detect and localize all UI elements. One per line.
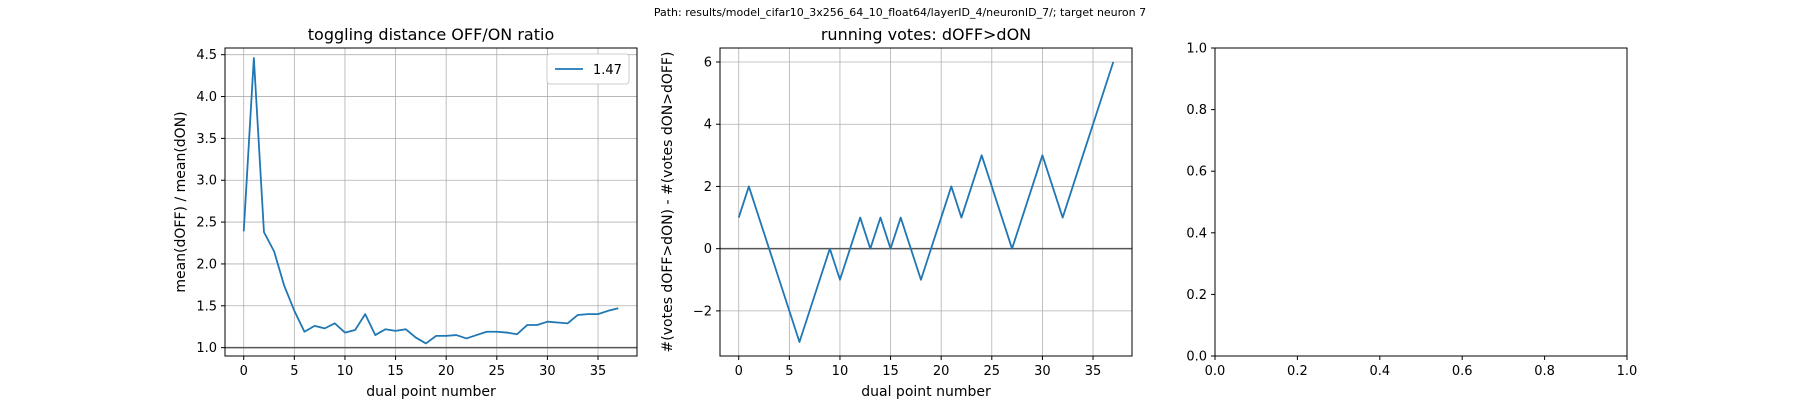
x-tick-label: 0.2 — [1287, 364, 1308, 379]
legend: 1.47 — [546, 53, 630, 85]
chart-title: toggling distance OFF/ON ratio — [308, 25, 554, 44]
x-tick-label: 0.8 — [1534, 364, 1555, 379]
y-tick-label: 4.0 — [196, 90, 217, 105]
x-tick-label: 30 — [539, 364, 556, 379]
y-tick-label: 1.0 — [1186, 42, 1207, 57]
series-line — [242, 57, 619, 345]
y-tick-label: 1.0 — [196, 341, 217, 356]
series-line — [737, 61, 1115, 343]
x-tick-label: 1.0 — [1617, 364, 1638, 379]
y-tick-label: 4.5 — [196, 48, 217, 63]
x-tick-label: 35 — [590, 364, 607, 379]
x-tick-label: 25 — [489, 364, 506, 379]
y-tick-label: 0.0 — [1186, 350, 1207, 365]
x-tick-label: 0.4 — [1369, 364, 1390, 379]
y-axis-label: mean(dOFF) / mean(dON) — [173, 111, 189, 292]
x-tick-label: 30 — [1034, 364, 1051, 379]
x-axis-label: dual point number — [861, 384, 991, 400]
axes-frame — [1214, 47, 1628, 357]
x-tick-label: 10 — [337, 364, 354, 379]
x-tick-label: 0.6 — [1452, 364, 1473, 379]
y-tick-label: 2 — [704, 180, 712, 195]
x-tick-label: 5 — [785, 364, 793, 379]
chart-toggling-ratio: 0 5 10 15 20 25 30 35 1.0 1.5 2.0 2.5 3.0 3.5 4.0 4.5 to… — [173, 25, 638, 400]
legend-box — [546, 53, 630, 85]
legend-label: 1.47 — [593, 63, 622, 78]
axes-frame — [719, 47, 1133, 357]
x-tick-label: 20 — [438, 364, 455, 379]
y-tick-label: 6 — [704, 56, 712, 71]
y-tick-label: 0.2 — [1186, 288, 1207, 303]
y-tick-label: 2.5 — [196, 216, 217, 231]
y-tick-label: 0.4 — [1186, 226, 1207, 241]
axes-frame — [224, 47, 638, 357]
y-tick-label: 2.0 — [196, 257, 217, 272]
y-tick-label: 4 — [704, 118, 712, 133]
x-tick-label: 15 — [387, 364, 404, 379]
y-tick-label: −2 — [693, 304, 712, 319]
x-tick-label: 10 — [832, 364, 849, 379]
x-tick-label: 0 — [735, 364, 743, 379]
suptitle: Path: results/model_cifar10_3x256_64_10_… — [654, 6, 1146, 19]
y-tick-label: 0.8 — [1186, 103, 1207, 118]
x-axis-label: dual point number — [366, 384, 496, 400]
chart-title: running votes: dOFF>dON — [821, 25, 1031, 44]
chart-empty-axes: 0.0 0.2 0.4 0.6 0.8 1.0 0.0 0.2 0.4 0.6 0.8 1.0 — [1186, 42, 1637, 380]
x-tick-label: 5 — [290, 364, 298, 379]
chart-running-votes: 0 5 10 15 20 25 30 35 −2 0 2 4 6 running votes: dOFF>… — [660, 25, 1133, 400]
x-tick-label: 0 — [240, 364, 248, 379]
y-tick-label: 3.0 — [196, 174, 217, 189]
x-tick-label: 20 — [933, 364, 950, 379]
y-tick-label: 1.5 — [196, 299, 217, 314]
y-tick-label: 0 — [704, 242, 712, 257]
x-tick-label: 0.0 — [1205, 364, 1226, 379]
x-tick-label: 15 — [882, 364, 899, 379]
x-tick-label: 35 — [1085, 364, 1102, 379]
y-tick-label: 0.6 — [1186, 165, 1207, 180]
y-tick-label: 3.5 — [196, 132, 217, 147]
x-tick-label: 25 — [984, 364, 1001, 379]
y-axis-label: #(votes dOFF>dON) - #(votes dON>dOFF) — [660, 52, 676, 353]
